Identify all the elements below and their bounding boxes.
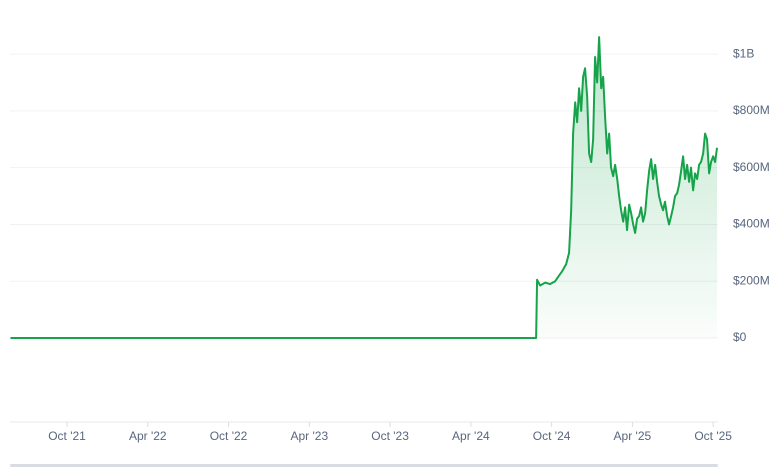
x-tick-label: Oct '25 (694, 429, 732, 443)
y-tick-label: $1B (733, 46, 754, 60)
y-tick-label: $200M (733, 273, 770, 287)
y-tick-label: $600M (733, 160, 770, 174)
x-tick-label: Apr '22 (129, 429, 167, 443)
x-tick-label: Apr '24 (452, 429, 490, 443)
x-tick-label: Apr '23 (290, 429, 328, 443)
x-tick-label: Oct '23 (371, 429, 409, 443)
x-tick-label: Apr '25 (614, 429, 652, 443)
y-tick-label: $800M (733, 103, 770, 117)
x-tick-label: Oct '22 (210, 429, 248, 443)
x-tick-label: Oct '24 (533, 429, 571, 443)
y-tick-label: $0 (733, 330, 747, 344)
x-tick-label: Oct '21 (48, 429, 86, 443)
area-fill (10, 37, 718, 338)
data-line (10, 36, 719, 339)
range-scrollbar[interactable] (10, 464, 718, 467)
y-tick-label: $400M (733, 217, 770, 231)
